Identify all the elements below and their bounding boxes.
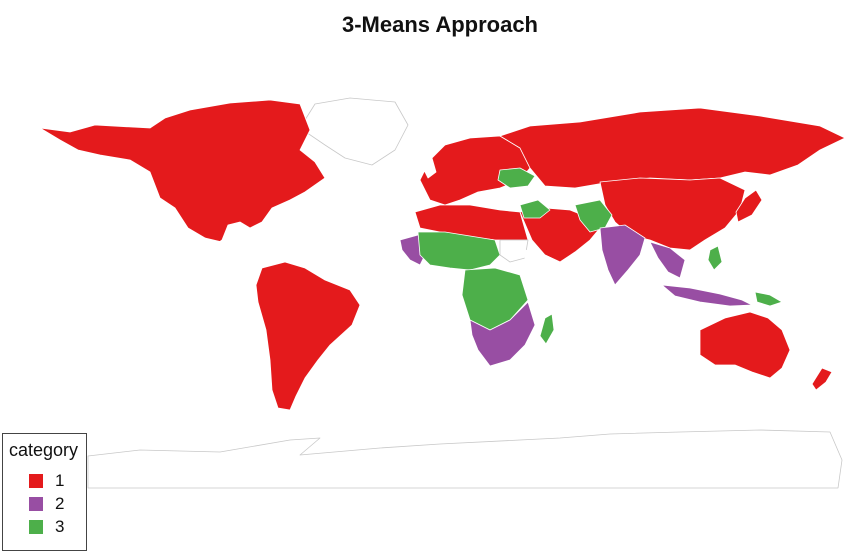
russia-region [499, 107, 846, 189]
legend-swatch-1 [29, 474, 43, 488]
legend-label-1: 1 [55, 471, 65, 490]
chart-title: 3-Means Approach [341, 12, 538, 37]
middle-east-region [519, 207, 601, 263]
legend-item-3: 3 [29, 517, 65, 536]
greenland-region [299, 97, 409, 166]
southern-africa-region [469, 301, 536, 367]
sahel-region [417, 231, 501, 271]
png-region [754, 291, 783, 307]
new-zealand-region [811, 367, 833, 391]
japan-region [735, 189, 763, 223]
legend-swatch-3 [29, 520, 43, 534]
antarctica-region [87, 429, 843, 489]
legend-label-2: 2 [55, 494, 65, 513]
legend-title: category [9, 440, 79, 460]
legend-label-3: 3 [55, 517, 65, 536]
caribbean-region [247, 239, 283, 251]
legend-item-1: 1 [29, 471, 65, 490]
legend-item-2: 2 [29, 494, 65, 513]
sudan-region [499, 239, 529, 263]
legend-swatch-2 [29, 497, 43, 511]
philippines-region [707, 245, 723, 271]
horn-africa-region [524, 249, 561, 283]
central-america-region [204, 237, 263, 271]
legend-box: category 1 2 3 [2, 433, 87, 551]
north-america-region [39, 99, 326, 247]
indonesia-region [661, 284, 753, 307]
uk-region [421, 157, 437, 179]
australia-region [699, 311, 791, 379]
india-region [599, 224, 646, 286]
southeast-asia-region [649, 241, 686, 279]
south-america-region [255, 261, 361, 411]
turkey-region-2 [519, 199, 551, 219]
madagascar-region [539, 313, 555, 345]
turkey-region [497, 167, 536, 189]
